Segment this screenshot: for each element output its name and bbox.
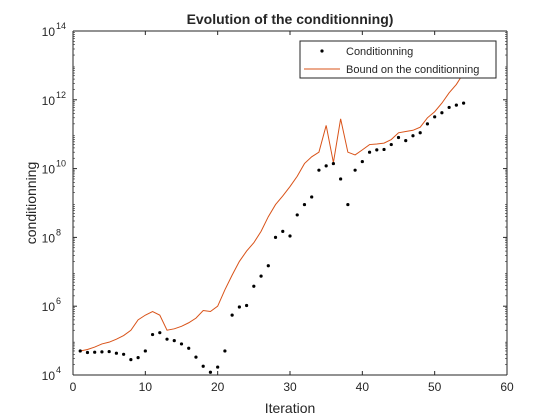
data-point bbox=[310, 195, 314, 199]
data-point bbox=[433, 115, 437, 119]
data-point bbox=[389, 142, 393, 147]
y-tick-exponent: 10 bbox=[56, 159, 66, 169]
y-tick-label: 10 bbox=[42, 94, 56, 108]
data-point bbox=[317, 168, 321, 172]
x-tick-label: 40 bbox=[356, 380, 370, 394]
y-tick-exponent: 8 bbox=[56, 227, 61, 237]
data-point bbox=[360, 159, 364, 164]
data-point bbox=[266, 264, 270, 268]
y-tick-exponent: 6 bbox=[56, 296, 61, 306]
legend-marker-conditionning bbox=[320, 49, 324, 53]
data-point bbox=[179, 342, 184, 346]
data-point bbox=[382, 147, 386, 152]
x-axis-label: Iteration bbox=[265, 400, 316, 416]
data-point bbox=[375, 148, 379, 152]
y-tick-label: 10 bbox=[42, 369, 56, 383]
data-point bbox=[201, 364, 205, 368]
x-tick-label: 50 bbox=[428, 380, 442, 394]
y-tick-label: 10 bbox=[42, 231, 56, 245]
x-tick-label: 10 bbox=[139, 380, 153, 394]
data-point bbox=[165, 337, 169, 341]
data-point bbox=[78, 349, 82, 353]
data-point bbox=[346, 202, 350, 207]
y-tick-label: 10 bbox=[42, 163, 56, 177]
data-point bbox=[324, 164, 328, 168]
y-tick-label: 10 bbox=[42, 300, 56, 314]
series-conditionning-markers-group bbox=[78, 101, 466, 374]
chart-title: Evolution of the conditionning) bbox=[187, 11, 394, 27]
data-point bbox=[245, 303, 249, 308]
x-tick-label: 60 bbox=[500, 380, 514, 394]
data-point bbox=[404, 139, 408, 143]
data-point bbox=[150, 332, 155, 337]
data-point bbox=[295, 213, 299, 217]
legend: Conditionning Bound on the conditionning bbox=[299, 40, 497, 79]
data-point bbox=[259, 274, 263, 278]
y-tick-exponent: 12 bbox=[56, 90, 66, 100]
data-point bbox=[93, 350, 97, 354]
data-point bbox=[288, 234, 292, 238]
data-point bbox=[418, 131, 422, 135]
x-tick-label: 0 bbox=[70, 380, 77, 394]
data-point bbox=[122, 352, 126, 356]
legend-label-conditionning: Conditionning bbox=[346, 46, 413, 58]
y-tick-exponent: 14 bbox=[56, 21, 66, 31]
data-point bbox=[216, 365, 220, 369]
data-point bbox=[223, 349, 227, 353]
data-point bbox=[440, 111, 444, 115]
data-point bbox=[281, 229, 285, 233]
data-point bbox=[143, 349, 147, 353]
x-ticks: 0 10 20 30 40 50 60 bbox=[70, 31, 514, 394]
plot-area bbox=[73, 31, 507, 375]
y-tick-exponent: 4 bbox=[56, 365, 61, 375]
data-point bbox=[396, 135, 401, 140]
data-point bbox=[208, 370, 213, 374]
data-point bbox=[114, 351, 118, 355]
data-point bbox=[462, 101, 466, 105]
data-point bbox=[273, 235, 278, 239]
legend-box bbox=[299, 40, 497, 79]
data-point bbox=[158, 331, 162, 335]
data-point bbox=[100, 350, 104, 354]
series-bound-line-group bbox=[80, 65, 472, 352]
data-point bbox=[252, 284, 256, 288]
y-axis-label: conditionning bbox=[23, 162, 39, 245]
data-point bbox=[425, 122, 430, 126]
data-point bbox=[129, 358, 133, 362]
data-point bbox=[447, 105, 451, 110]
series-line-bound bbox=[80, 65, 472, 352]
data-point bbox=[454, 103, 458, 107]
data-point bbox=[136, 356, 140, 360]
data-point bbox=[353, 168, 357, 172]
data-point bbox=[339, 177, 343, 181]
data-point bbox=[107, 349, 111, 354]
data-point bbox=[411, 134, 415, 138]
y-tick-label: 10 bbox=[42, 25, 56, 39]
x-tick-label: 20 bbox=[211, 380, 225, 394]
x-tick-label: 30 bbox=[283, 380, 297, 394]
data-point bbox=[187, 346, 191, 350]
data-point bbox=[230, 313, 234, 317]
data-point bbox=[85, 350, 90, 355]
data-point bbox=[172, 339, 176, 343]
data-point bbox=[237, 305, 241, 309]
data-point bbox=[331, 161, 335, 166]
data-point bbox=[367, 150, 372, 154]
data-point bbox=[194, 355, 198, 359]
data-point bbox=[302, 202, 307, 207]
legend-label-bound: Bound on the conditionning bbox=[346, 64, 479, 76]
